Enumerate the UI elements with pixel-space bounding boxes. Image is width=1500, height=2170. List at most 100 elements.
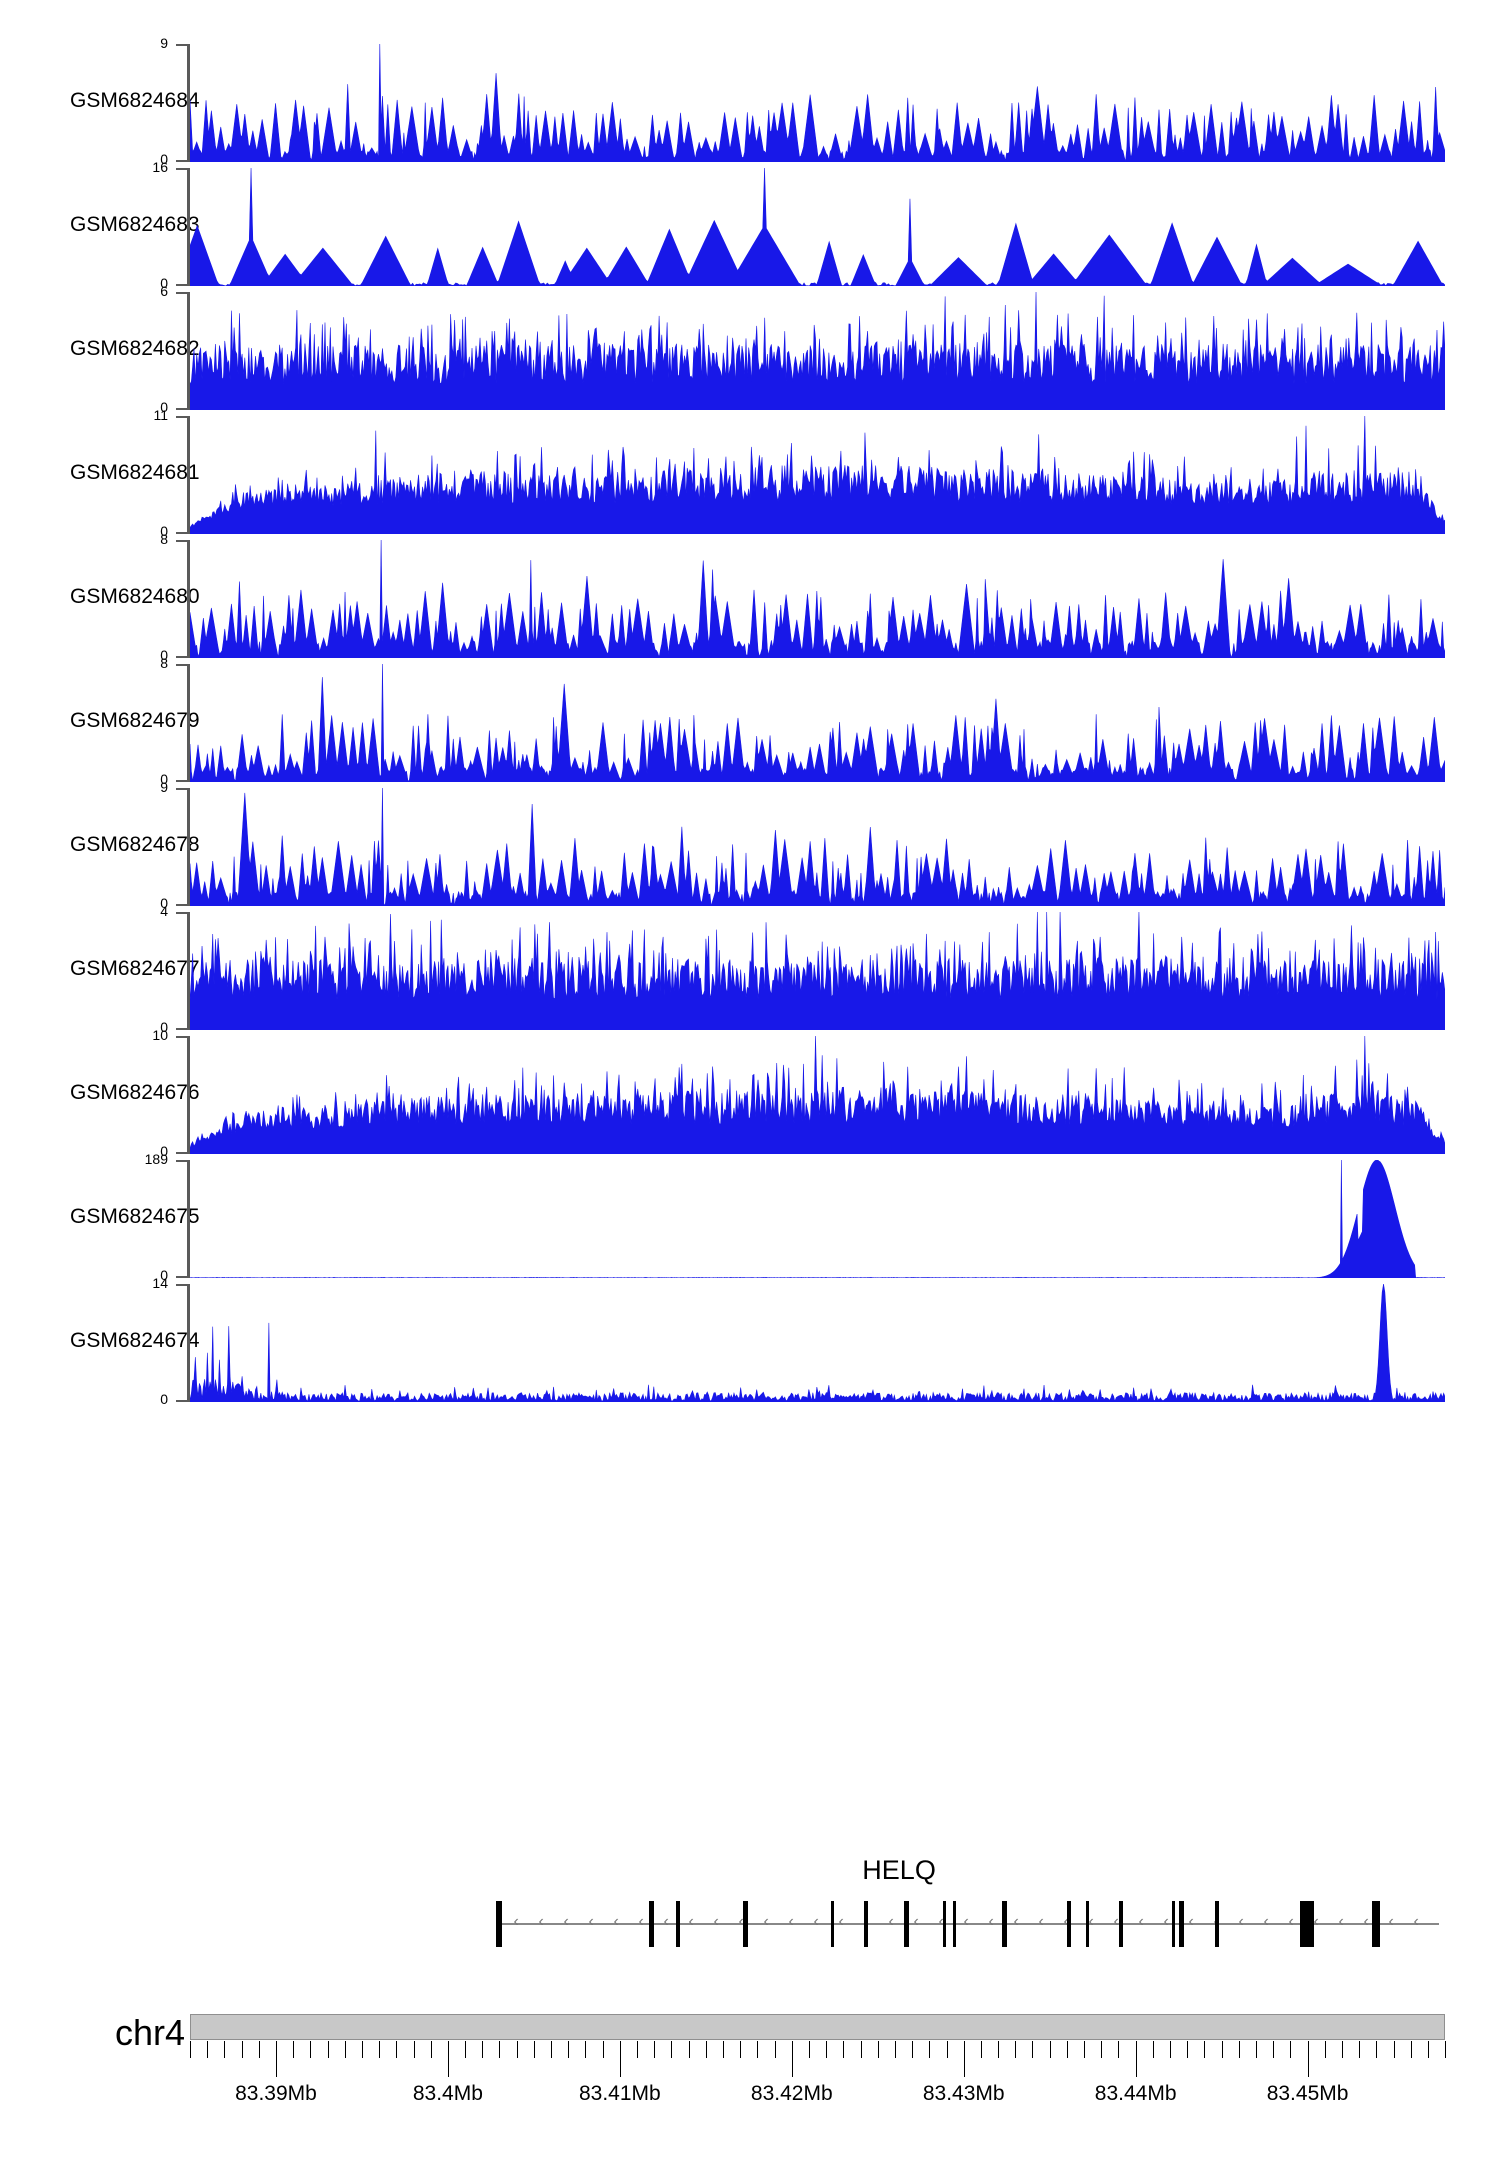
axis-tick-minor <box>207 2041 209 2058</box>
axis-tick-major <box>1307 2041 1309 2077</box>
strand-arrow-icon: ‹ <box>1013 1913 1019 1930</box>
axis-tick-minor <box>980 2041 982 2058</box>
axis-tick-label: 83.4Mb <box>412 2082 483 2105</box>
coverage-track-GSM6824675: GSM6824675 189 0 <box>0 1152 1500 1283</box>
axis-tick-minor <box>516 2041 518 2058</box>
gene-exon <box>1066 1901 1071 1947</box>
coverage-track-GSM6824678: GSM6824678 9 0 <box>0 780 1500 910</box>
axis-tick-minor <box>843 2041 845 2058</box>
y-axis-GSM6824675 <box>187 1160 190 1278</box>
gene-intron-line <box>497 1923 1439 1925</box>
coverage-track-GSM6824674: GSM6824674 14 0 <box>0 1276 1500 1407</box>
strand-arrow-icon: ‹ <box>1338 1913 1344 1930</box>
coverage-area <box>190 44 1445 162</box>
axis-tick-minor <box>688 2041 690 2058</box>
axis-tick-minor <box>705 2041 707 2058</box>
coverage-area <box>190 292 1445 410</box>
strand-arrow-icon: ‹ <box>1088 1913 1094 1930</box>
y-label-min-GSM6824674: 0 <box>160 1391 168 1407</box>
y-tick-max-GSM6824681 <box>176 416 188 418</box>
axis-tick-minor <box>1170 2041 1172 2058</box>
axis-tick-label: 83.45Mb <box>1266 2082 1349 2105</box>
strand-arrow-icon: ‹ <box>813 1913 819 1930</box>
y-label-max-GSM6824684: 9 <box>160 35 168 51</box>
strand-arrow-icon: ‹ <box>738 1913 744 1930</box>
coverage-area <box>190 1036 1445 1154</box>
gene-exon <box>952 1901 956 1947</box>
axis-tick-minor <box>740 2041 742 2058</box>
strand-arrow-icon: ‹ <box>1038 1913 1044 1930</box>
gene-exon <box>1172 1901 1176 1947</box>
axis-tick-minor <box>1445 2041 1446 2058</box>
y-tick-min-GSM6824682 <box>176 408 188 410</box>
axis-tick-minor <box>1341 2041 1343 2058</box>
gene-exon <box>831 1901 835 1947</box>
coverage-track-GSM6824684: GSM6824684 9 0 <box>0 36 1500 166</box>
coverage-track-GSM6824682: GSM6824682 6 0 <box>0 284 1500 414</box>
y-tick-max-GSM6824684 <box>176 44 188 46</box>
y-label-min-GSM6824679: 0 <box>160 771 168 787</box>
axis-tick-minor <box>258 2041 260 2058</box>
y-axis-GSM6824682 <box>187 292 190 410</box>
axis-tick-minor <box>1032 2041 1034 2058</box>
axis-tick-minor <box>1049 2041 1051 2058</box>
axis-tick-minor <box>190 2041 191 2058</box>
y-tick-min-GSM6824678 <box>176 904 188 906</box>
axis-tick-minor <box>310 2041 312 2058</box>
signal-plot-GSM6824676 <box>190 1036 1445 1154</box>
y-axis-GSM6824681 <box>187 416 190 534</box>
track-label-GSM6824684: GSM6824684 <box>70 89 200 112</box>
gene-exon <box>942 1901 946 1947</box>
axis-tick-minor <box>757 2041 759 2058</box>
axis-tick-minor <box>482 2041 484 2058</box>
strand-arrow-icon: ‹ <box>1263 1913 1269 1930</box>
strand-arrow-icon: ‹ <box>1238 1913 1244 1930</box>
coverage-area <box>190 168 1445 286</box>
axis-tick-minor <box>1152 2041 1154 2058</box>
axis-tick-major <box>275 2041 277 2077</box>
y-tick-min-GSM6824680 <box>176 656 188 658</box>
y-axis-GSM6824683 <box>187 168 190 286</box>
axis-tick-minor <box>224 2041 226 2058</box>
strand-arrow-icon: ‹ <box>988 1913 994 1930</box>
axis-tick-minor <box>551 2041 553 2058</box>
track-label-GSM6824681: GSM6824681 <box>70 461 200 484</box>
signal-plot-GSM6824684 <box>190 44 1445 162</box>
strand-arrow-icon: ‹ <box>913 1913 919 1930</box>
gene-exon <box>1214 1901 1219 1947</box>
gene-exon <box>1178 1901 1184 1947</box>
axis-tick-minor <box>1066 2041 1068 2058</box>
gene-label: HELQ <box>862 1855 936 1885</box>
y-label-max-GSM6824674: 14 <box>152 1275 168 1291</box>
axis-tick-minor <box>568 2041 570 2058</box>
signal-plot-GSM6824682 <box>190 292 1445 410</box>
track-label-GSM6824677: GSM6824677 <box>70 957 200 980</box>
axis-tick-minor <box>826 2041 828 2058</box>
y-label-max-GSM6824675: 189 <box>144 1151 168 1167</box>
strand-arrow-icon: ‹ <box>1113 1913 1119 1930</box>
y-tick-min-GSM6824675 <box>176 1276 188 1278</box>
y-tick-max-GSM6824683 <box>176 168 188 170</box>
axis-tick-minor <box>877 2041 879 2058</box>
signal-plot-GSM6824678 <box>190 788 1445 906</box>
gene-exon <box>1299 1901 1314 1947</box>
coverage-track-GSM6824680: GSM6824680 8 0 <box>0 532 1500 662</box>
axis-tick-minor <box>379 2041 381 2058</box>
gene-exon <box>495 1901 502 1947</box>
y-label-min-GSM6824675: 0 <box>160 1267 168 1283</box>
gene-exon <box>649 1901 655 1947</box>
strand-arrow-icon: ‹ <box>538 1913 544 1930</box>
strand-arrow-icon: ‹ <box>638 1913 644 1930</box>
axis-tick-minor <box>327 2041 329 2058</box>
y-label-max-GSM6824682: 6 <box>160 283 168 299</box>
axis-tick-minor <box>293 2041 295 2058</box>
y-label-max-GSM6824683: 16 <box>152 159 168 175</box>
y-label-max-GSM6824678: 9 <box>160 779 168 795</box>
y-tick-max-GSM6824682 <box>176 292 188 294</box>
axis-tick-minor <box>361 2041 363 2058</box>
signal-plot-GSM6824679 <box>190 664 1445 782</box>
chromosome-label: chr4 <box>114 2012 186 2053</box>
axis-tick-minor <box>808 2041 810 2058</box>
y-tick-max-GSM6824677 <box>176 912 188 914</box>
axis-tick-minor <box>1255 2041 1257 2058</box>
